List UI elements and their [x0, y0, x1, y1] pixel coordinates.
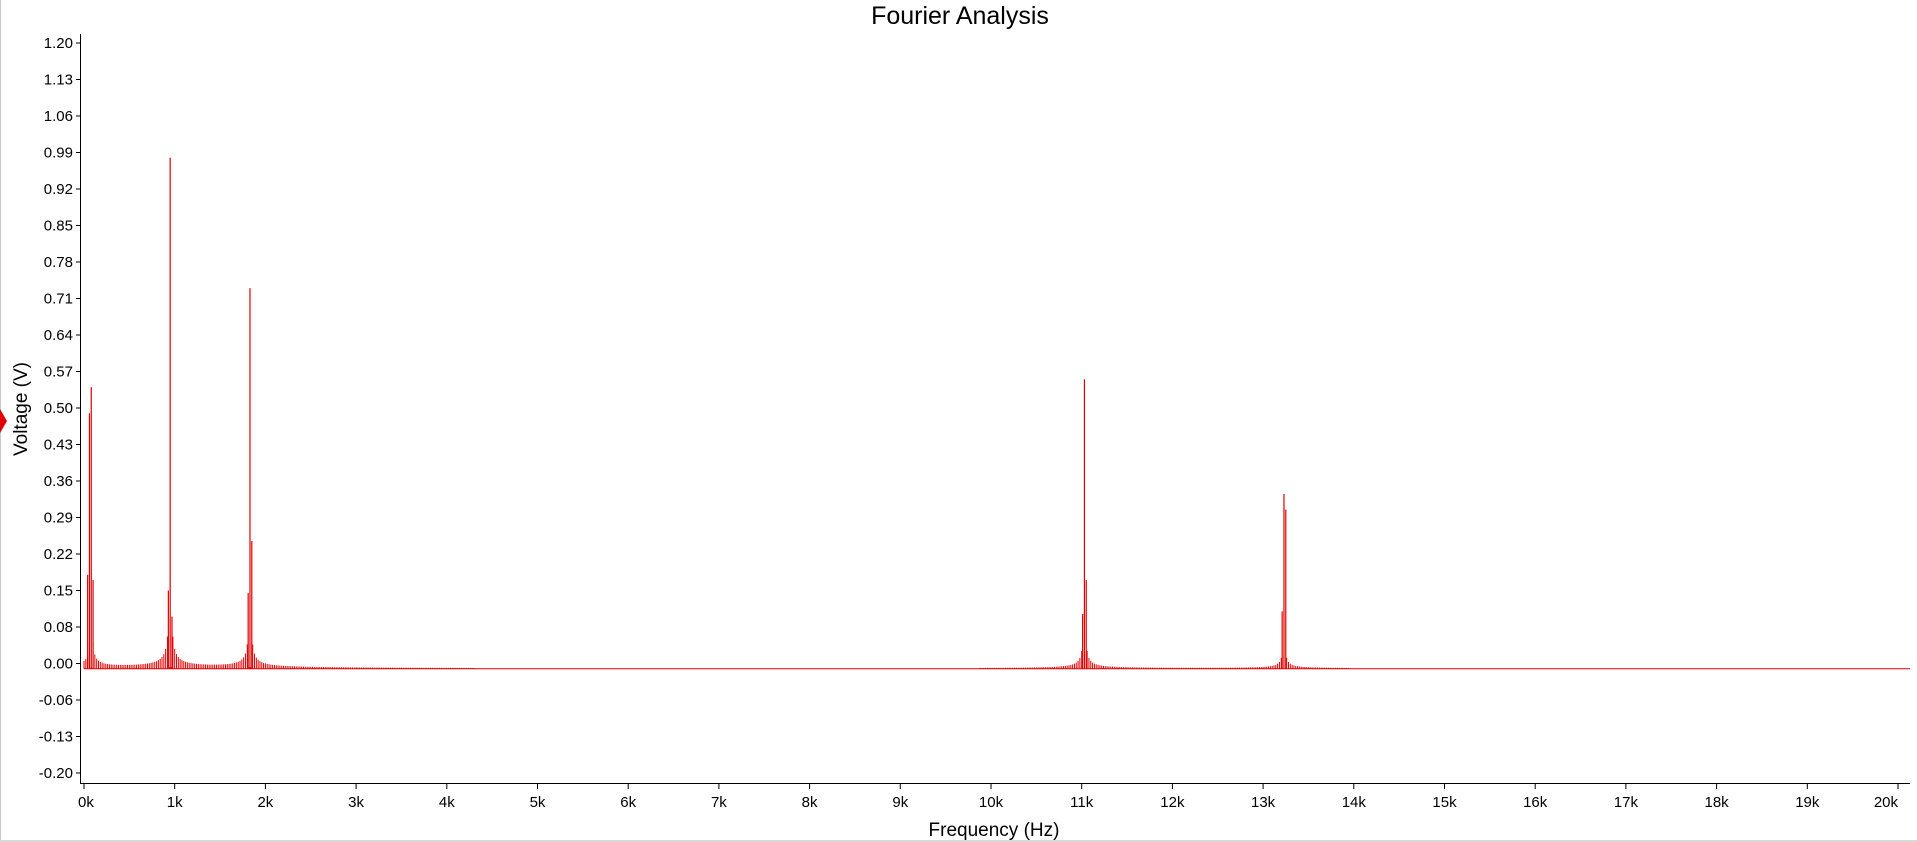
- y-tick-label: 1.06: [44, 108, 73, 125]
- x-tick-label: 8k: [802, 794, 818, 811]
- chart-title: Fourier Analysis: [871, 2, 1049, 30]
- y-tick-label: 1.13: [44, 72, 73, 89]
- y-tick-label: 0.71: [44, 291, 73, 308]
- x-tick-label: 7k: [711, 794, 727, 811]
- y-axis-ticks: 1.20 1.13 1.06 0.99 0.92 0.85 0.78 0.71 0.64 0.57…: [39, 35, 80, 782]
- x-tick-label: 9k: [892, 794, 908, 811]
- x-tick-label: 13k: [1251, 794, 1276, 811]
- x-tick-label: 18k: [1705, 794, 1730, 811]
- x-axis-ticks: 0k 1k 2k 3k 4k 5k 6k 7k 8k 9k 10k 11k 12k 13k 14k 15k 16…: [78, 784, 1899, 811]
- y-tick-label: -0.06: [39, 692, 73, 709]
- y-tick-label: 0.15: [44, 583, 73, 600]
- x-tick-label: 1k: [167, 794, 183, 811]
- y-tick-label: 0.85: [44, 218, 73, 235]
- x-tick-label: 12k: [1160, 794, 1185, 811]
- y-axis-label: Voltage (V): [11, 362, 32, 456]
- x-tick-label: 3k: [348, 794, 364, 811]
- y-tick-label: -0.20: [39, 765, 73, 782]
- cursor-marker-icon[interactable]: [0, 409, 7, 433]
- x-tick-label: 19k: [1795, 794, 1820, 811]
- x-tick-label: 17k: [1614, 794, 1639, 811]
- x-tick-label: 11k: [1070, 794, 1094, 811]
- window-border-bottom: [0, 840, 1917, 842]
- spectrum-series: [83, 157, 1910, 670]
- x-tick-label: 16k: [1523, 794, 1548, 811]
- x-tick-label: 15k: [1432, 794, 1457, 811]
- x-tick-label: 6k: [620, 794, 636, 811]
- y-tick-label: 0.36: [44, 473, 73, 490]
- y-tick-label: -0.13: [39, 729, 73, 746]
- y-tick-label: 0.78: [44, 254, 73, 271]
- y-tick-label: 0.29: [44, 510, 73, 527]
- y-tick-label: 0.22: [44, 546, 73, 563]
- y-tick-label: 0.64: [44, 327, 73, 344]
- y-tick-label: 0.57: [44, 364, 73, 381]
- x-tick-label: 10k: [979, 794, 1004, 811]
- y-tick-label: 0.50: [44, 400, 73, 417]
- y-tick-label: 0.99: [44, 145, 73, 162]
- x-tick-label: 4k: [439, 794, 455, 811]
- y-tick-label: 0.43: [44, 437, 73, 454]
- y-tick-label: 1.20: [44, 35, 73, 52]
- y-tick-label: 0.92: [44, 181, 73, 198]
- x-tick-label: 20k: [1874, 794, 1899, 811]
- x-tick-label: 5k: [530, 794, 546, 811]
- y-tick-label: 0.08: [44, 619, 73, 636]
- x-tick-label: 2k: [257, 794, 273, 811]
- x-tick-label: 0k: [78, 794, 94, 811]
- x-axis-label: Frequency (Hz): [929, 820, 1060, 841]
- y-tick-label: 0.00: [44, 656, 73, 673]
- x-tick-label: 14k: [1342, 794, 1367, 811]
